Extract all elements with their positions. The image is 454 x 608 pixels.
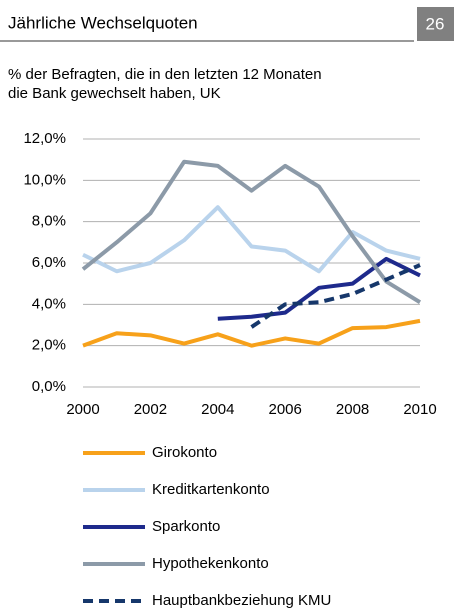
- x-tick-label: 2006: [269, 401, 302, 418]
- legend-label: Hypothekenkonto: [152, 555, 269, 572]
- subtitle: die Bank gewechselt haben, UK: [8, 85, 221, 102]
- y-tick-label: 0,0%: [32, 378, 66, 395]
- y-tick-label: 2,0%: [32, 337, 66, 354]
- legend-label: Girokonto: [152, 444, 217, 461]
- line-series: [82, 318, 421, 348]
- legend-label: Sparkonto: [152, 518, 220, 535]
- y-tick-label: 6,0%: [32, 254, 66, 271]
- chart-title: Jährliche Wechselquoten: [8, 13, 198, 32]
- subtitle: % der Befragten, die in den letzten 12 M…: [8, 66, 322, 83]
- line-series: [82, 205, 421, 274]
- page-number: 26: [426, 14, 445, 33]
- legend-label: Hauptbankbeziehung KMU: [152, 592, 331, 608]
- line-series: [81, 159, 422, 304]
- y-tick-label: 10,0%: [23, 171, 66, 188]
- legend-label: Kreditkartenkonto: [152, 481, 270, 498]
- y-tick-label: 4,0%: [32, 295, 66, 312]
- x-tick-label: 2008: [336, 401, 369, 418]
- x-tick-label: 2002: [134, 401, 167, 418]
- x-tick-label: 2010: [403, 401, 436, 418]
- x-tick-label: 2000: [66, 401, 99, 418]
- line-series: [250, 263, 421, 329]
- x-tick-label: 2004: [201, 401, 234, 418]
- page-number-box: [417, 7, 454, 41]
- line-series: [217, 256, 421, 321]
- y-tick-label: 12,0%: [23, 130, 66, 147]
- y-tick-label: 8,0%: [32, 213, 66, 230]
